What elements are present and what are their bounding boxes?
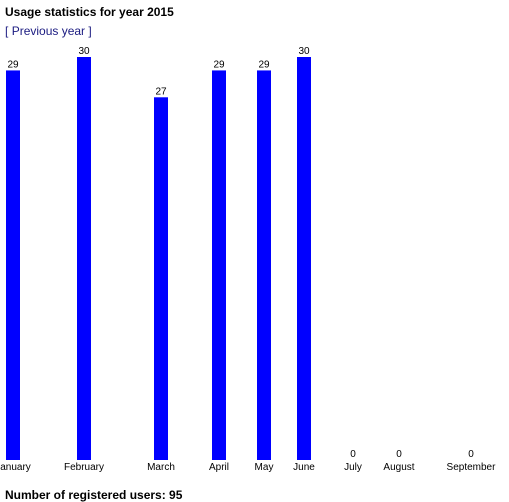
- value-label-april: 29: [213, 59, 225, 70]
- previous-year-link[interactable]: Previous year: [11, 24, 86, 38]
- bar-june: [297, 57, 311, 460]
- bar-april: [212, 70, 226, 460]
- category-label-august: August: [383, 462, 414, 473]
- category-label-september: September: [447, 462, 497, 473]
- category-label-july: July: [344, 462, 362, 473]
- value-label-may: 29: [258, 59, 270, 70]
- bar-may: [257, 70, 271, 460]
- value-label-june: 30: [298, 46, 310, 57]
- page-title: Usage statistics for year 2015: [5, 5, 174, 19]
- bar-february: [77, 57, 91, 460]
- year-navigation: [ Previous year ]: [5, 24, 92, 38]
- category-label-may: May: [255, 462, 274, 473]
- bar-march: [154, 97, 168, 461]
- nav-open-bracket: [: [5, 24, 9, 38]
- category-label-march: March: [147, 462, 175, 473]
- category-label-june: June: [293, 462, 315, 473]
- value-label-february: 30: [78, 46, 90, 57]
- value-label-january: 29: [7, 59, 19, 70]
- value-label-august: 0: [396, 449, 402, 460]
- category-label-january: January: [0, 462, 31, 473]
- bar-january: [6, 70, 20, 460]
- nav-close-bracket: ]: [88, 24, 92, 38]
- value-label-march: 27: [155, 86, 167, 97]
- registered-users-count: Number of registered users: 95: [5, 488, 183, 502]
- category-label-april: April: [209, 462, 229, 473]
- usage-bar-chart: 29 January 30 February 27 March 29 April 29 May 30…: [0, 46, 497, 473]
- value-label-september: 0: [468, 449, 474, 460]
- category-label-february: February: [64, 462, 104, 473]
- value-label-july: 0: [350, 449, 356, 460]
